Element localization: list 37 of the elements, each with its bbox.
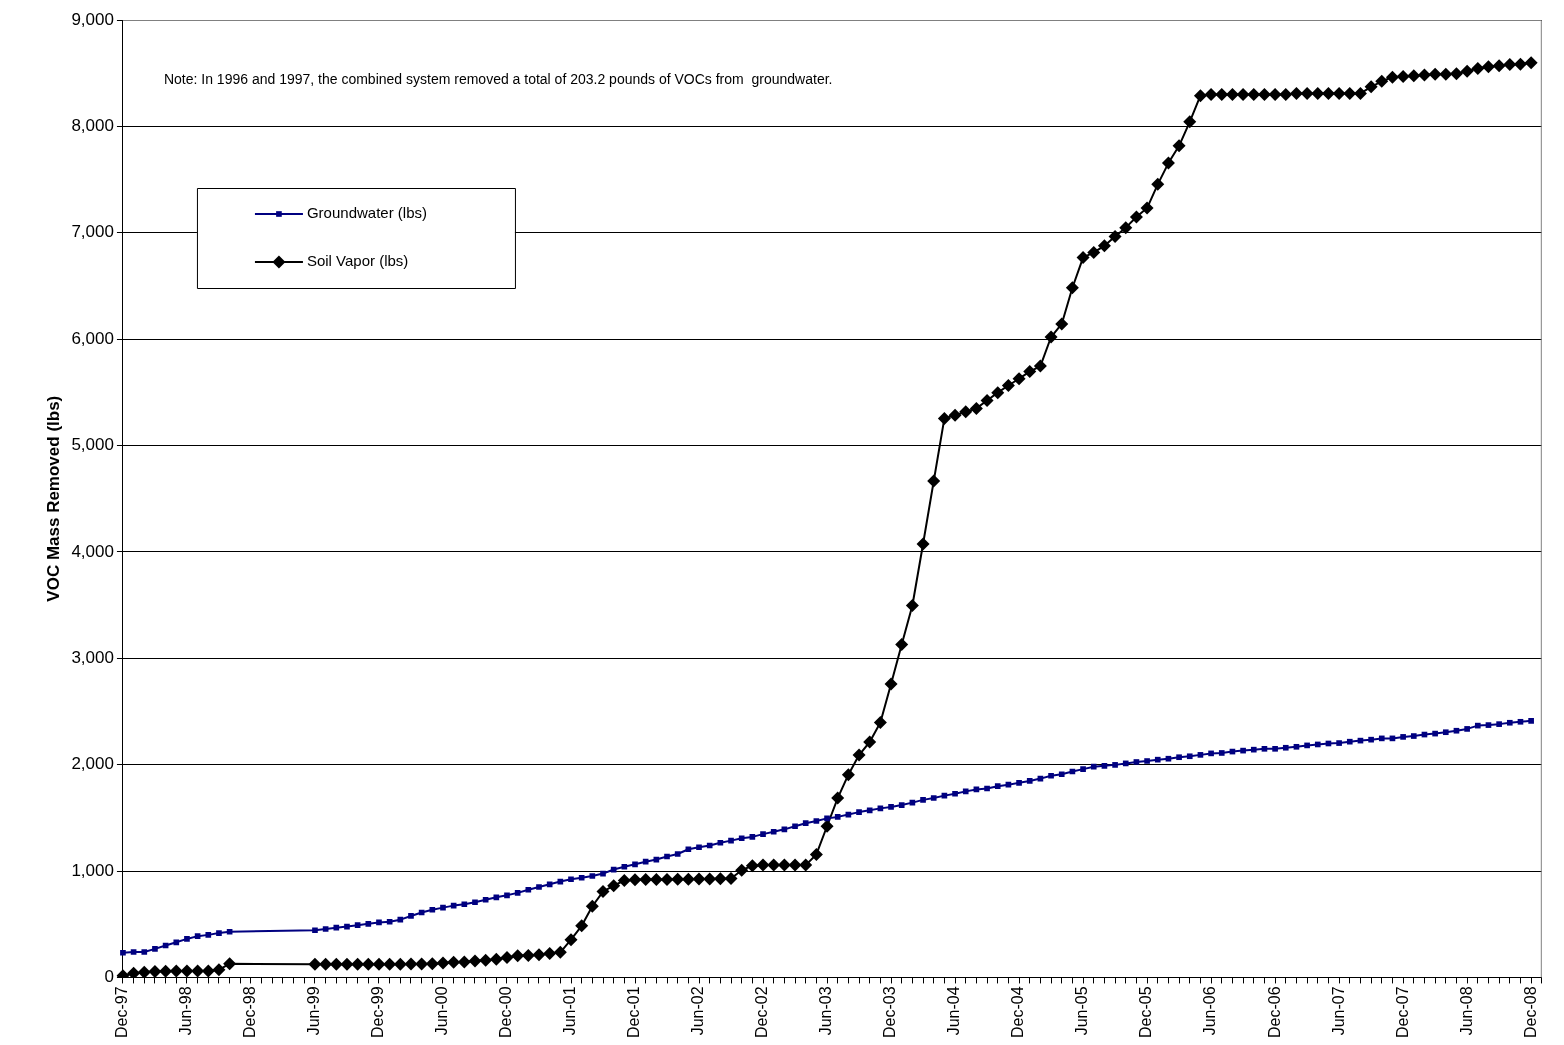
x-tick-label: Jun-99 [305, 986, 323, 1036]
x-tick-label: Dec-05 [1137, 986, 1155, 1038]
x-tick-label: Jun-02 [689, 986, 707, 1036]
x-tick-label: Dec-98 [241, 986, 259, 1038]
y-tick-label: 4,000 [71, 541, 114, 561]
x-tick-label: Jun-05 [1073, 986, 1091, 1036]
x-tick-label: Dec-02 [753, 986, 771, 1038]
y-tick-label: 1,000 [71, 860, 114, 880]
x-tick-label: Dec-07 [1393, 986, 1411, 1038]
y-tick-label: 3,000 [71, 647, 114, 667]
y-tick-label: 2,000 [71, 754, 114, 774]
legend-label: Soil Vapor (lbs) [306, 252, 409, 270]
x-tick-label: Dec-00 [497, 986, 515, 1038]
x-tick-label: Jun-06 [1201, 986, 1219, 1036]
x-tick-label: Jun-08 [1457, 986, 1475, 1036]
x-tick-label: Jun-00 [433, 986, 451, 1036]
x-tick-label: Dec-06 [1265, 986, 1283, 1038]
legend-label: Groundwater (lbs) [306, 204, 427, 222]
y-tick-label: 0 [104, 967, 114, 987]
x-tick-label: Jun-01 [561, 986, 579, 1036]
x-tick-label: Jun-03 [817, 986, 835, 1036]
y-tick-label: 5,000 [71, 435, 114, 455]
y-tick-label: 7,000 [71, 222, 114, 242]
x-tick-label: Dec-03 [881, 986, 899, 1038]
y-tick-label: 8,000 [71, 116, 114, 136]
x-tick-label: Dec-01 [625, 986, 643, 1038]
x-tick-label: Jun-07 [1329, 986, 1347, 1036]
x-tick-label: Dec-04 [1009, 986, 1027, 1038]
y-tick-label: 6,000 [71, 328, 114, 348]
x-tick-label: Dec-99 [369, 986, 387, 1038]
x-tick-label: Dec-97 [113, 986, 131, 1038]
x-tick-label: Jun-04 [945, 986, 963, 1036]
annotation: Note: In 1996 and 1997, the combined system removed a total of 203.2 pounds of VOCs from groundwater. [163, 70, 833, 87]
x-tick-label: Jun-98 [177, 986, 195, 1036]
y-tick-label: 9,000 [71, 9, 114, 29]
x-tick-label: Dec-08 [1521, 986, 1539, 1038]
y-axis-title: VOC Mass Removed (lbs) [43, 395, 63, 602]
